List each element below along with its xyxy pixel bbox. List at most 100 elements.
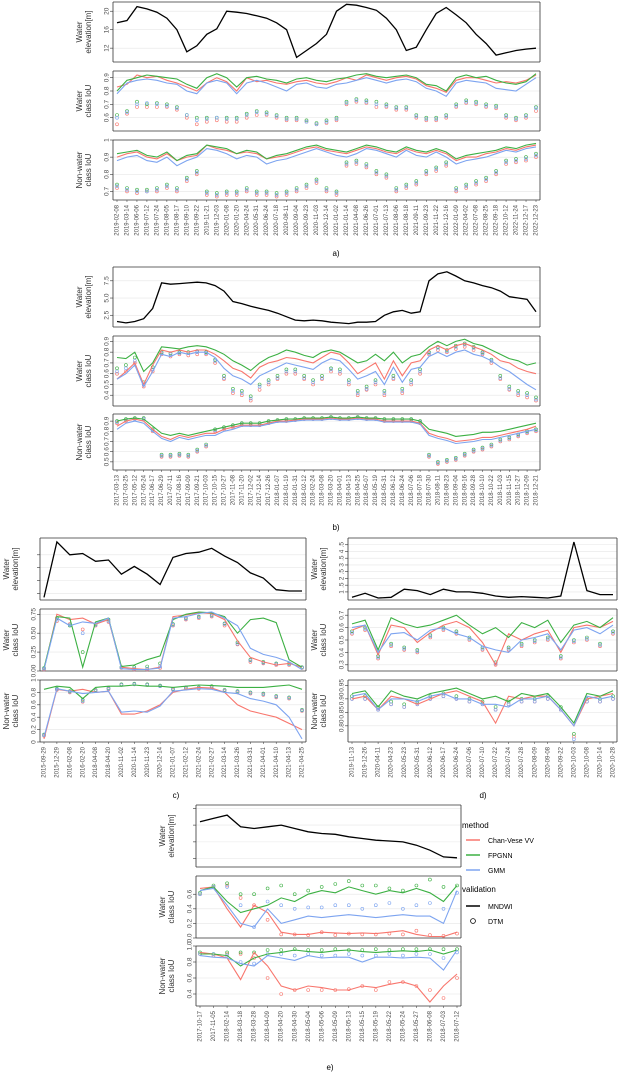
panel-d-1: 0.3 0.4 0.5 0.6 0.7 Water class IoU bbox=[310, 608, 618, 672]
dtm-point-chan-vese bbox=[474, 102, 478, 107]
dtm-point-fpgnn bbox=[334, 115, 339, 120]
series-mndwi-elevation bbox=[199, 814, 458, 859]
x-tick-label: 2020-07-10 bbox=[480, 746, 486, 777]
dtm-point-chan-vese bbox=[354, 162, 359, 166]
dtm-point-chan-vese bbox=[364, 165, 369, 170]
y-tick-label: 4 bbox=[339, 549, 346, 553]
x-tick-label: 2022-08-25 bbox=[484, 204, 490, 235]
dtm-point-gmm bbox=[504, 160, 508, 165]
x-tick-label: 2022-01-09 bbox=[454, 204, 460, 235]
dtm-point-fpgnn bbox=[441, 885, 446, 889]
dtm-point-chan-vese bbox=[284, 118, 289, 123]
dtm-point-gmm bbox=[534, 153, 538, 158]
y-tick-label: 0.8 bbox=[104, 426, 111, 435]
y-tick-label: 0.5 bbox=[104, 457, 111, 466]
dtm-point-gmm bbox=[444, 162, 449, 166]
x-tick-label: 2021-11-22 bbox=[434, 204, 440, 235]
dtm-point-chan-vese bbox=[493, 662, 498, 667]
dtm-point-fpgnn bbox=[401, 888, 405, 893]
dtm-point-chan-vese bbox=[338, 371, 342, 376]
series-chan-vese bbox=[199, 951, 458, 1003]
dtm-point-fpgnn bbox=[304, 118, 309, 123]
panel-d-2: 0.800.850.900.95 Non-water class IoU bbox=[310, 679, 618, 743]
y-tick-label: 0.6 bbox=[187, 889, 194, 898]
dtm-point-gmm bbox=[514, 117, 518, 121]
y-axis-label: elevation[m] bbox=[167, 814, 176, 857]
dtm-point-chan-vese bbox=[350, 631, 354, 636]
series-fpgnn bbox=[200, 949, 458, 967]
dtm-point-chan-vese bbox=[504, 115, 508, 120]
dtm-point-fpgnn bbox=[135, 99, 139, 104]
dtm-point-chan-vese bbox=[454, 189, 459, 194]
dtm-point-fpgnn bbox=[387, 886, 392, 891]
dtm-point-gmm bbox=[428, 901, 432, 905]
dtm-point-fpgnn bbox=[284, 367, 289, 372]
x-tick-label: 2020-07-28 bbox=[519, 746, 525, 777]
y-tick-label: 0.6 bbox=[104, 113, 111, 122]
dtm-point-chan-vese bbox=[598, 644, 602, 649]
panel-b-0: 2.5 5.0 7.5 Water elevation[m] bbox=[75, 266, 541, 328]
x-tick-label: 2018-05-04 bbox=[306, 1010, 312, 1041]
dtm-point-chan-vese bbox=[155, 105, 159, 109]
x-tick-label: 2018-01-31 bbox=[293, 474, 299, 505]
dtm-point-fpgnn bbox=[205, 115, 209, 120]
dtm-point-chan-vese bbox=[489, 444, 494, 449]
dtm-point-fpgnn bbox=[234, 115, 239, 120]
dtm-point-gmm bbox=[338, 369, 342, 374]
dtm-point-gmm bbox=[611, 630, 615, 635]
dtm-point-chan-vese bbox=[238, 952, 243, 956]
dtm-point-gmm bbox=[300, 708, 304, 713]
dtm-point-gmm bbox=[611, 697, 615, 701]
dtm-point-fpgnn bbox=[284, 115, 289, 120]
dtm-point-chan-vese bbox=[611, 631, 615, 636]
y-axis-label: Non-water bbox=[310, 692, 319, 729]
x-tick-label: 2018-05-24 bbox=[400, 1010, 406, 1041]
x-tick-label: 2018-03-20 bbox=[329, 474, 335, 505]
x-tick-label: 2018-12-21 bbox=[534, 474, 540, 505]
dtm-point-chan-vese bbox=[453, 457, 458, 462]
dtm-point-gmm bbox=[213, 358, 217, 363]
panel-a-1: 0.6 0.7 0.8 0.9 Water class IoU bbox=[75, 70, 541, 132]
dtm-point-chan-vese bbox=[441, 628, 446, 632]
dtm-point-gmm bbox=[519, 643, 524, 647]
dtm-point-fpgnn bbox=[311, 378, 315, 383]
dtm-point-gmm bbox=[292, 906, 297, 911]
dtm-point-fpgnn bbox=[175, 186, 179, 190]
dtm-point-gmm bbox=[404, 184, 409, 189]
dtm-point-gmm bbox=[155, 187, 159, 192]
x-tick-label: 2019-06-06 bbox=[135, 204, 141, 235]
dtm-point-gmm bbox=[248, 396, 253, 401]
dtm-point-gmm bbox=[195, 118, 199, 123]
dtm-point-gmm bbox=[402, 646, 407, 651]
y-tick-label: 0 bbox=[31, 740, 38, 744]
dtm-point-fpgnn bbox=[572, 638, 576, 642]
dtm-point-chan-vese bbox=[254, 113, 259, 117]
dtm-point-fpgnn bbox=[248, 394, 253, 399]
dtm-point-chan-vese bbox=[525, 395, 529, 400]
y-tick-label: 0.4 bbox=[187, 904, 194, 913]
dtm-point-gmm bbox=[374, 170, 379, 175]
dtm-point-gmm bbox=[306, 905, 311, 910]
dtm-point-gmm bbox=[480, 351, 485, 356]
y-axis-label: Water bbox=[310, 629, 319, 650]
x-tick-label: 2018-11-15 bbox=[507, 474, 513, 505]
dtm-point-fpgnn bbox=[444, 160, 449, 165]
dtm-point-gmm bbox=[185, 113, 189, 117]
dtm-point-fpgnn bbox=[494, 103, 498, 108]
subfigure-label-e: e) bbox=[326, 1063, 333, 1072]
dtm-point-fpgnn bbox=[424, 169, 429, 173]
dtm-point-fpgnn bbox=[115, 113, 119, 117]
dtm-point-fpgnn bbox=[198, 890, 202, 895]
y-axis-label: Water bbox=[75, 90, 84, 111]
x-tick-label: 2017-11-05 bbox=[211, 1010, 217, 1041]
dtm-point-gmm bbox=[489, 358, 494, 363]
dtm-point-gmm bbox=[389, 643, 393, 647]
dtm-point-gmm bbox=[346, 903, 351, 908]
dtm-point-gmm bbox=[198, 892, 202, 897]
dtm-point-gmm bbox=[428, 697, 433, 701]
y-tick-label: 0.80 bbox=[339, 719, 346, 732]
dtm-point-gmm bbox=[498, 438, 503, 443]
dtm-point-chan-vese bbox=[186, 454, 191, 459]
y-tick-label: 5.0 bbox=[104, 293, 111, 302]
subfigure-label-c: c) bbox=[173, 791, 180, 800]
